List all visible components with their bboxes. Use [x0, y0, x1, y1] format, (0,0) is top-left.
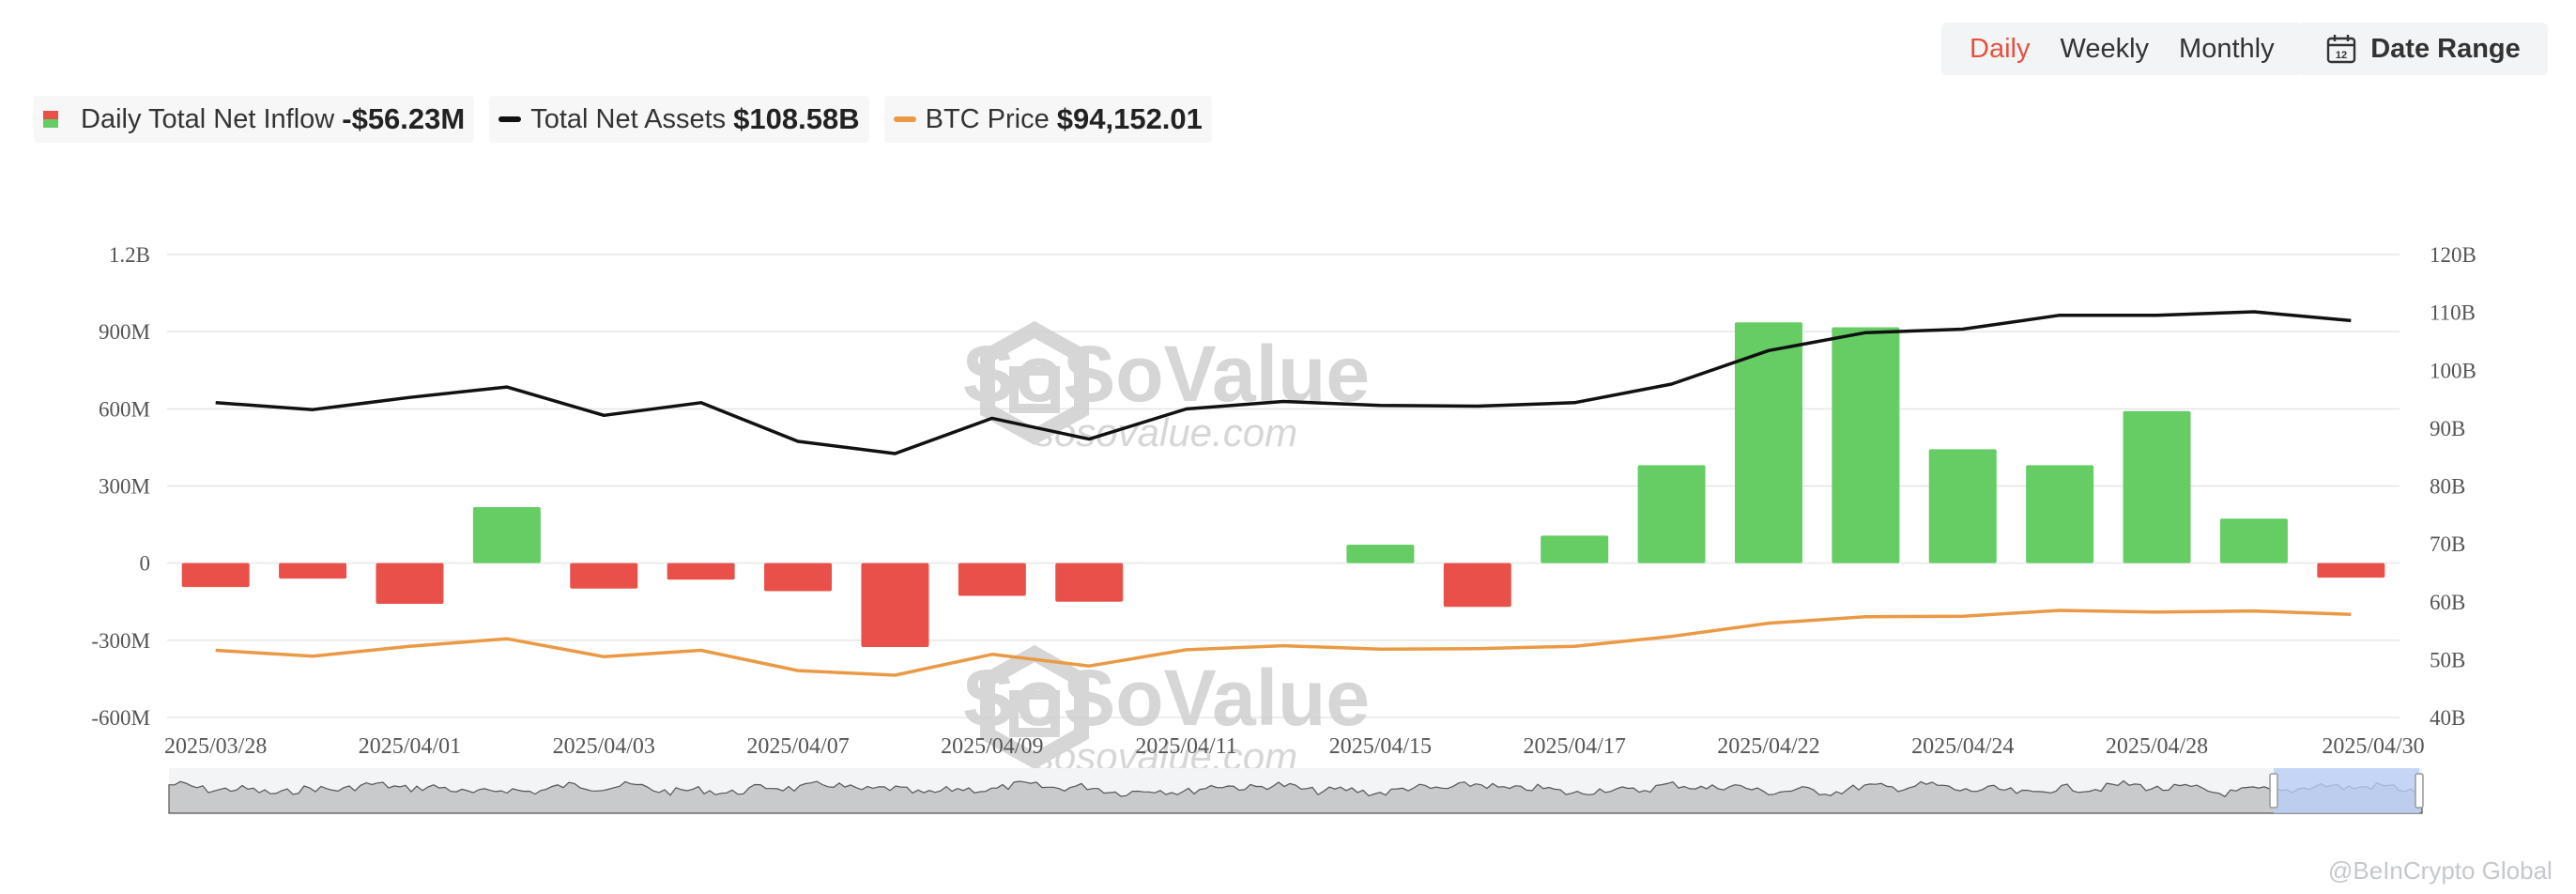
watermark: SoSoValuesosovalue.comSoSoValuesosovalue… — [962, 320, 1370, 778]
inflow-bar — [376, 563, 444, 604]
watermark-url: sosovalue.com — [1035, 410, 1297, 455]
navigator-handle-left — [2269, 773, 2278, 809]
x-tick-label: 2025/04/03 — [553, 734, 655, 759]
legend-inflow-label: Daily Total Net Inflow — [81, 103, 335, 134]
inflow-bar — [472, 506, 541, 563]
inflow-bar — [1346, 544, 1415, 563]
y-right-tick-label: 50B — [2430, 648, 2465, 671]
y-right-tick-label: 60B — [2430, 591, 2465, 614]
date-range-label: Date Range — [2370, 33, 2521, 64]
date-range-button[interactable]: 12 Date Range — [2298, 23, 2548, 75]
x-tick-label: 2025/04/28 — [2106, 734, 2208, 759]
y-left-tick-label: -600M — [91, 706, 150, 730]
legend-inflow[interactable]: Daily Total Net Inflow -$56.23M — [34, 96, 475, 143]
inflow-bar — [764, 563, 833, 592]
x-tick-label: 2025/04/17 — [1524, 734, 1626, 759]
navigator-selection — [2274, 768, 2419, 813]
x-tick-label: 2025/04/09 — [941, 734, 1043, 759]
y-left-tick-label: 300M — [99, 475, 150, 499]
y-right-tick-label: 70B — [2430, 532, 2465, 556]
period-weekly-button[interactable]: Weekly — [2060, 34, 2150, 64]
inflow-bar — [279, 563, 347, 579]
inflow-bar — [181, 563, 250, 588]
x-tick-label: 2025/04/07 — [746, 734, 849, 759]
y-left-tick-label: -300M — [91, 629, 150, 653]
inflow-bar — [667, 563, 735, 580]
axis-labels: -600M -300M 0 300M 600M 900M 1.2B 40B 50B 60B 70B 8… — [91, 243, 2476, 759]
y-left-tick-label: 900M — [99, 320, 150, 344]
period-daily-button[interactable]: Daily — [1970, 34, 2031, 64]
bar-swatch-icon — [43, 111, 58, 128]
inflow-bar — [1541, 535, 1609, 563]
legend-inflow-value: -$56.23M — [342, 102, 466, 135]
inflow-bar — [1055, 563, 1124, 602]
x-tick-label: 2025/04/24 — [1911, 734, 2014, 759]
legend-btc-value: $94,152.01 — [1056, 102, 1203, 135]
y-right-tick-label: 110B — [2430, 301, 2476, 325]
y-left-tick-label: 1.2B — [109, 243, 150, 267]
legend-btc-label: BTC Price — [925, 103, 1050, 134]
legend-assets[interactable]: Total Net Assets $108.58B — [489, 96, 869, 143]
inflow-bar — [2317, 563, 2385, 578]
legend-btc[interactable]: BTC Price $94,152.01 — [883, 96, 1212, 143]
range-navigator[interactable] — [168, 768, 2424, 814]
line-swatch-icon — [893, 116, 916, 122]
inflow-bar — [1928, 449, 1997, 563]
inflow-bar — [2219, 518, 2288, 563]
inflow-bar — [1832, 327, 1900, 563]
period-toggle: Daily Weekly Monthly — [1941, 23, 2303, 75]
total-net-assets-line — [215, 310, 2352, 455]
x-tick-label: 2025/04/15 — [1329, 734, 1432, 759]
y-left-tick-label: 600M — [99, 397, 150, 421]
watermark-cube-icon — [1009, 366, 1060, 413]
calendar-icon: 12 — [2327, 35, 2356, 64]
inflow-bar — [861, 563, 929, 647]
watermark-brand: SoSoValue — [962, 330, 1370, 418]
inflow-bar — [958, 563, 1026, 596]
line-swatch-icon — [498, 116, 522, 122]
inflow-bar — [1734, 322, 1802, 563]
navigator-sparkline — [168, 779, 2423, 814]
attribution-text: @BeInCrypto Global — [2328, 856, 2553, 885]
y-right-tick-label: 90B — [2430, 417, 2465, 440]
x-tick-label: 2025/04/22 — [1717, 734, 1819, 759]
watermark-cube-icon — [1009, 690, 1060, 737]
inflow-bar — [2123, 410, 2191, 563]
y-right-tick-label: 80B — [2430, 475, 2465, 499]
btc-price-line — [215, 609, 2352, 677]
watermark-cube-icon — [980, 644, 1089, 770]
watermark-cube-icon — [980, 320, 1089, 446]
x-tick-label: 2025/04/01 — [359, 734, 461, 759]
series-lines — [215, 310, 2352, 677]
y-right-tick-label: 100B — [2430, 359, 2476, 382]
inflow-bar — [570, 563, 638, 589]
inflow-bar — [1443, 563, 1511, 608]
navigator-handle-right — [2415, 773, 2424, 809]
y-right-tick-label: 40B — [2430, 706, 2465, 730]
watermark-brand: SoSoValue — [962, 654, 1370, 742]
chart-legend: Daily Total Net Inflow -$56.23M Total Ne… — [34, 96, 1212, 143]
inflow-bar — [2026, 465, 2094, 563]
calendar-day-number: 12 — [2336, 50, 2347, 61]
x-tick-label: 2025/03/28 — [164, 734, 267, 759]
y-right-tick-label: 120B — [2430, 243, 2476, 267]
legend-assets-value: $108.58B — [733, 102, 860, 135]
x-tick-label: 2025/04/11 — [1135, 734, 1236, 759]
inflow-bars — [181, 322, 2385, 647]
legend-assets-label: Total Net Assets — [530, 103, 727, 134]
period-monthly-button[interactable]: Monthly — [2179, 34, 2275, 64]
y-left-tick-label: 0 — [140, 552, 151, 576]
inflow-bar — [1637, 465, 1706, 563]
x-tick-label: 2025/04/30 — [2322, 734, 2424, 759]
